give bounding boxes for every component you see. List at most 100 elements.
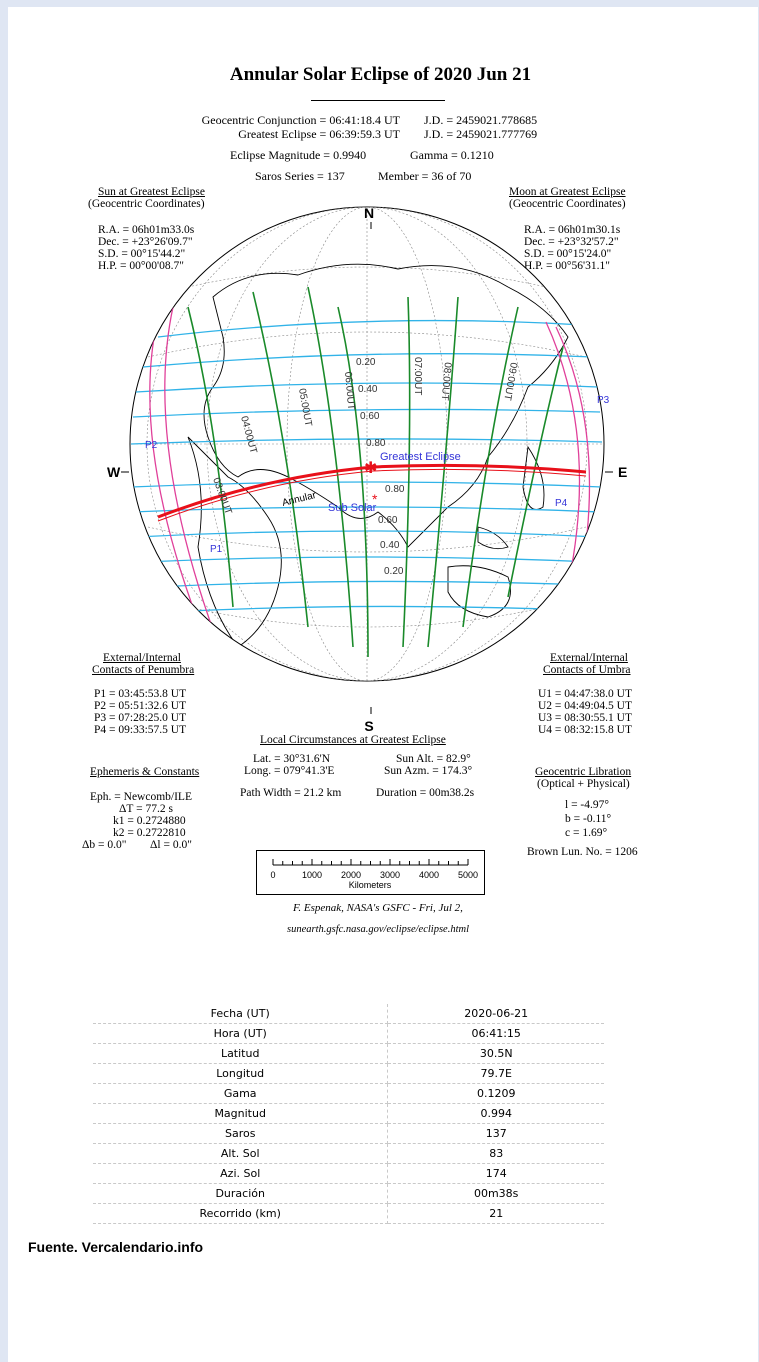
libration-c: c = 1.69°: [565, 827, 608, 839]
umbra-u1: U1 = 04:47:38.0 UT: [538, 688, 633, 700]
mag-label: 0.60: [378, 515, 398, 526]
moon-subtitle: (Geocentric Coordinates): [509, 198, 626, 210]
compass-north: N: [364, 205, 374, 221]
greatest-jd: J.D. = 2459021.777769: [424, 127, 538, 141]
table-row: Latitud 30.5N: [93, 1043, 604, 1064]
sub-solar-marker: *: [372, 491, 378, 507]
row-value: 21: [387, 1203, 604, 1224]
row-value: 137: [387, 1123, 604, 1144]
moon-dec: Dec. = +23°32'57.2": [524, 236, 619, 248]
conjunction-line: Geocentric Conjunction = 06:41:18.4 UT: [180, 114, 400, 127]
row-label: Fecha (UT): [93, 1004, 389, 1024]
table-row: Longitud 79.7E: [93, 1063, 604, 1084]
sun-dec: Dec. = +23°26'09.7": [98, 236, 193, 248]
table-row: Magnitud 0.994: [93, 1103, 604, 1124]
penumbra-title-1: External/Internal: [103, 652, 181, 664]
scale-box: 0 1000 2000 3000 4000 5000 Kilometers: [256, 850, 485, 895]
local-lat: Lat. = 30°31.6'N: [253, 753, 331, 765]
local-title: Local Circumstances at Greatest Eclipse: [260, 734, 446, 746]
mag-label: 0.20: [384, 566, 404, 577]
penumbra-p3: P3 = 07:28:25.0 UT: [94, 712, 187, 724]
row-value: 00m38s: [387, 1183, 604, 1204]
row-label: Longitud: [93, 1063, 389, 1084]
page-title: Annular Solar Eclipse of 2020 Jun 21: [229, 64, 532, 85]
sub-solar-label: Sub Solar: [328, 502, 377, 514]
annular-path: [157, 463, 587, 519]
mag-label: 0.40: [358, 384, 378, 395]
moon-sd: S.D. = 00°15'24.0": [524, 248, 612, 260]
compass-east: E: [618, 464, 627, 480]
table-row: Duración 00m38s: [93, 1183, 604, 1204]
ephemeris-k1: k1 = 0.2724880: [113, 815, 186, 827]
row-label: Hora (UT): [93, 1023, 389, 1044]
umbra-u4: U4 = 08:32:15.8 UT: [538, 724, 633, 736]
compass-south: S: [364, 718, 373, 734]
row-value: 06:41:15: [387, 1023, 604, 1044]
eclipse-data-table: Fecha (UT) 2020-06-21 Hora (UT) 06:41:15 L…: [93, 1004, 604, 1224]
local-sun-alt: Sun Alt. = 82.9°: [396, 753, 471, 765]
scale-tick-label: 1000: [302, 870, 322, 880]
ephemeris-db: Δb = 0.0": [82, 839, 127, 851]
row-label: Magnitud: [93, 1103, 389, 1124]
mag-label: 0.80: [366, 438, 386, 449]
penumbra-p1: P1 = 03:45:53.8 UT: [94, 688, 187, 700]
table-row: Recorrido (km) 21: [93, 1203, 604, 1224]
row-value: 0.1209: [387, 1083, 604, 1104]
scale-tick-label: 3000: [380, 870, 400, 880]
page-card: Annular Solar Eclipse of 2020 Jun 21 Geo…: [8, 7, 758, 1362]
libration-b: b = -0.11°: [565, 813, 612, 825]
conjunction-time: 06:41:18.4 UT: [329, 113, 400, 127]
mag-label: 0.80: [385, 484, 405, 495]
sun-ra: R.A. = 06h01m33.0s: [98, 224, 195, 236]
ephemeris-dt: ΔT = 77.2 s: [119, 803, 173, 815]
table-body: Fecha (UT) 2020-06-21 Hora (UT) 06:41:15 L…: [93, 1004, 604, 1224]
p2-label: P2: [145, 440, 158, 451]
libration-subtitle: (Optical + Physical): [537, 778, 630, 790]
row-label: Latitud: [93, 1043, 389, 1064]
row-value: 79.7E: [387, 1063, 604, 1084]
eclipse-globe: N S W E ✱ * Greatest Eclipse Sub Solar A…: [107, 205, 627, 734]
mag-label: 0.60: [360, 411, 380, 422]
sun-subtitle: (Geocentric Coordinates): [88, 198, 205, 210]
credit-line-1: F. Espenak, NASA's GSFC - Fri, Jul 2,: [293, 902, 463, 914]
libration-title: Geocentric Libration: [535, 766, 632, 778]
gamma: Gamma = 0.1210: [410, 148, 494, 162]
local-duration: Duration = 00m38.2s: [376, 787, 475, 799]
row-label: Alt. Sol: [93, 1143, 389, 1164]
ephemeris-dl: Δl = 0.0": [150, 839, 192, 851]
p3-label: P3: [597, 395, 610, 406]
ephemeris-eph: Eph. = Newcomb/ILE: [90, 791, 192, 803]
local-sun-azm: Sun Azm. = 174.3°: [384, 765, 473, 777]
time-label: 08:00UT: [439, 362, 453, 401]
row-value: 0.994: [387, 1103, 604, 1124]
row-label: Duración: [93, 1183, 389, 1204]
row-value: 174: [387, 1163, 604, 1184]
table-row: Azi. Sol 174: [93, 1163, 604, 1184]
sun-title: Sun at Greatest Eclipse: [98, 186, 205, 198]
greatest-eclipse-line: Greatest Eclipse = 06:39:59.3 UT: [180, 128, 400, 141]
ephemeris-k2: k2 = 0.2722810: [113, 827, 186, 839]
moon-ra: R.A. = 06h01m30.1s: [524, 224, 621, 236]
p4-label: P4: [555, 498, 568, 509]
saros-series: Saros Series = 137: [255, 169, 345, 183]
time-lines: [187, 286, 564, 658]
moon-hp: H.P. = 00°56'31.1": [524, 260, 610, 272]
credit-line-2: sunearth.gsfc.nasa.gov/eclipse/eclipse.h…: [287, 924, 469, 935]
scale-tick-label: 2000: [341, 870, 361, 880]
scale-tick-label: 0: [270, 870, 275, 880]
row-value: 30.5N: [387, 1043, 604, 1064]
greatest-eclipse-label: Greatest Eclipse: [380, 451, 461, 463]
greatest-eclipse-marker: ✱: [364, 460, 377, 477]
table-row: Hora (UT) 06:41:15: [93, 1023, 604, 1044]
moon-title: Moon at Greatest Eclipse: [509, 186, 626, 198]
row-label: Recorrido (km): [93, 1203, 389, 1224]
row-label: Saros: [93, 1123, 389, 1144]
table-row: Gama 0.1209: [93, 1083, 604, 1104]
mag-label: 0.20: [356, 357, 376, 368]
penumbra-p4: P4 = 09:33:57.5 UT: [94, 724, 187, 736]
eclipse-magnitude: Eclipse Magnitude = 0.9940: [230, 148, 367, 162]
magnitude-lines: [130, 319, 603, 613]
scale-bar: 0 1000 2000 3000 4000 5000 Kilometers: [270, 859, 478, 890]
umbra-u3: U3 = 08:30:55.1 UT: [538, 712, 633, 724]
greatest-time: 06:39:59.3 UT: [329, 127, 400, 141]
